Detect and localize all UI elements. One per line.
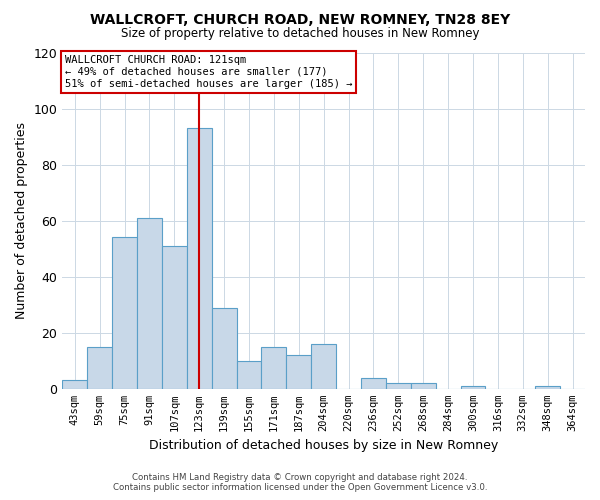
X-axis label: Distribution of detached houses by size in New Romney: Distribution of detached houses by size … [149,440,498,452]
Bar [262,347,286,389]
Bar [386,383,411,389]
Bar [162,246,187,389]
Text: WALLCROFT, CHURCH ROAD, NEW ROMNEY, TN28 8EY: WALLCROFT, CHURCH ROAD, NEW ROMNEY, TN28… [90,12,510,26]
Bar [535,386,560,389]
Bar [137,218,162,389]
Bar [236,361,262,389]
Bar [212,308,236,389]
Bar [87,347,112,389]
Bar [112,238,137,389]
Bar [286,355,311,389]
Bar [411,383,436,389]
Bar [361,378,386,389]
Bar [187,128,212,389]
Text: Contains HM Land Registry data © Crown copyright and database right 2024.
Contai: Contains HM Land Registry data © Crown c… [113,473,487,492]
Text: WALLCROFT CHURCH ROAD: 121sqm
← 49% of detached houses are smaller (177)
51% of : WALLCROFT CHURCH ROAD: 121sqm ← 49% of d… [65,56,352,88]
Bar [311,344,336,389]
Bar [62,380,87,389]
Text: Size of property relative to detached houses in New Romney: Size of property relative to detached ho… [121,28,479,40]
Bar [461,386,485,389]
Y-axis label: Number of detached properties: Number of detached properties [15,122,28,319]
